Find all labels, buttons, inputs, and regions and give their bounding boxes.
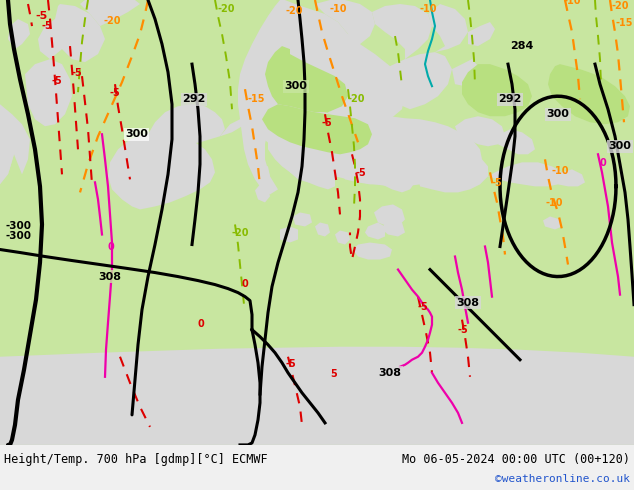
- Polygon shape: [353, 243, 392, 260]
- Text: 300: 300: [285, 81, 307, 91]
- Polygon shape: [558, 170, 585, 186]
- Polygon shape: [238, 0, 350, 195]
- Polygon shape: [374, 204, 405, 226]
- Text: -20: -20: [285, 6, 302, 16]
- Text: 308: 308: [98, 271, 122, 282]
- Text: -300: -300: [5, 221, 31, 231]
- Text: -5: -5: [285, 359, 295, 369]
- Text: -10: -10: [329, 4, 347, 14]
- Polygon shape: [240, 82, 482, 186]
- Polygon shape: [468, 22, 495, 46]
- Polygon shape: [390, 139, 420, 166]
- Polygon shape: [365, 222, 385, 240]
- Polygon shape: [262, 104, 372, 154]
- Polygon shape: [548, 64, 630, 124]
- Polygon shape: [8, 19, 30, 49]
- Text: -5: -5: [42, 21, 53, 31]
- Polygon shape: [0, 347, 634, 445]
- Polygon shape: [0, 104, 18, 184]
- Polygon shape: [498, 129, 535, 154]
- Text: -20: -20: [232, 228, 250, 239]
- Polygon shape: [308, 170, 335, 190]
- Text: 0: 0: [600, 158, 607, 169]
- Polygon shape: [268, 122, 308, 176]
- Polygon shape: [108, 132, 215, 209]
- Text: -5: -5: [110, 88, 120, 98]
- Text: 0: 0: [242, 279, 249, 289]
- Polygon shape: [462, 64, 532, 116]
- Polygon shape: [308, 34, 405, 129]
- Text: -15: -15: [615, 18, 633, 28]
- Text: 284: 284: [510, 41, 533, 51]
- Text: -10: -10: [545, 198, 562, 208]
- Polygon shape: [293, 213, 312, 226]
- Text: -20: -20: [103, 16, 120, 26]
- Text: -10: -10: [420, 4, 437, 14]
- Polygon shape: [455, 116, 505, 147]
- Text: Height/Temp. 700 hPa [gdmp][°C] ECMWF: Height/Temp. 700 hPa [gdmp][°C] ECMWF: [4, 453, 268, 466]
- Text: -5: -5: [322, 118, 333, 128]
- Polygon shape: [388, 52, 452, 109]
- Text: -5: -5: [35, 11, 48, 21]
- Text: Mo 06-05-2024 00:00 UTC (00+120): Mo 06-05-2024 00:00 UTC (00+120): [402, 453, 630, 466]
- Text: -5: -5: [355, 169, 366, 178]
- Polygon shape: [305, 147, 332, 179]
- Polygon shape: [265, 46, 348, 112]
- Polygon shape: [148, 104, 225, 154]
- Polygon shape: [315, 222, 330, 237]
- Text: 0: 0: [108, 242, 115, 251]
- Text: 308: 308: [378, 368, 401, 378]
- Text: -5: -5: [458, 325, 469, 335]
- Text: -10: -10: [563, 0, 581, 6]
- Polygon shape: [220, 116, 248, 136]
- Polygon shape: [488, 162, 565, 186]
- Text: ©weatheronline.co.uk: ©weatheronline.co.uk: [495, 474, 630, 484]
- Polygon shape: [55, 4, 105, 62]
- Polygon shape: [452, 59, 478, 86]
- Polygon shape: [382, 166, 415, 193]
- Text: 5: 5: [330, 369, 337, 379]
- Polygon shape: [382, 220, 405, 237]
- Text: 300: 300: [547, 109, 569, 119]
- Polygon shape: [335, 230, 350, 245]
- Polygon shape: [25, 59, 72, 126]
- Text: -20: -20: [218, 4, 235, 14]
- Polygon shape: [342, 134, 368, 159]
- Text: -5: -5: [418, 302, 429, 312]
- Text: 0: 0: [198, 318, 205, 329]
- Polygon shape: [543, 217, 562, 229]
- Text: 308: 308: [456, 297, 479, 308]
- Text: -20: -20: [348, 94, 365, 104]
- Polygon shape: [338, 144, 405, 184]
- Polygon shape: [418, 152, 488, 193]
- Polygon shape: [0, 0, 634, 445]
- Polygon shape: [255, 184, 270, 202]
- Text: 300: 300: [609, 141, 631, 151]
- Text: -20: -20: [612, 1, 630, 11]
- Polygon shape: [280, 226, 298, 243]
- Text: 292: 292: [498, 94, 522, 104]
- Text: -5: -5: [492, 178, 503, 188]
- Polygon shape: [255, 164, 270, 179]
- Text: -5: -5: [72, 68, 83, 78]
- Text: 292: 292: [183, 94, 205, 104]
- Text: -5: -5: [52, 76, 63, 86]
- Text: -300: -300: [5, 231, 31, 242]
- Polygon shape: [428, 4, 468, 52]
- Text: 300: 300: [125, 129, 148, 139]
- Polygon shape: [8, 114, 30, 174]
- Text: -10: -10: [552, 167, 569, 176]
- Polygon shape: [372, 4, 432, 59]
- Polygon shape: [315, 0, 375, 49]
- Polygon shape: [38, 19, 70, 59]
- Polygon shape: [290, 156, 318, 182]
- Text: -15: -15: [247, 94, 264, 104]
- Polygon shape: [80, 0, 140, 26]
